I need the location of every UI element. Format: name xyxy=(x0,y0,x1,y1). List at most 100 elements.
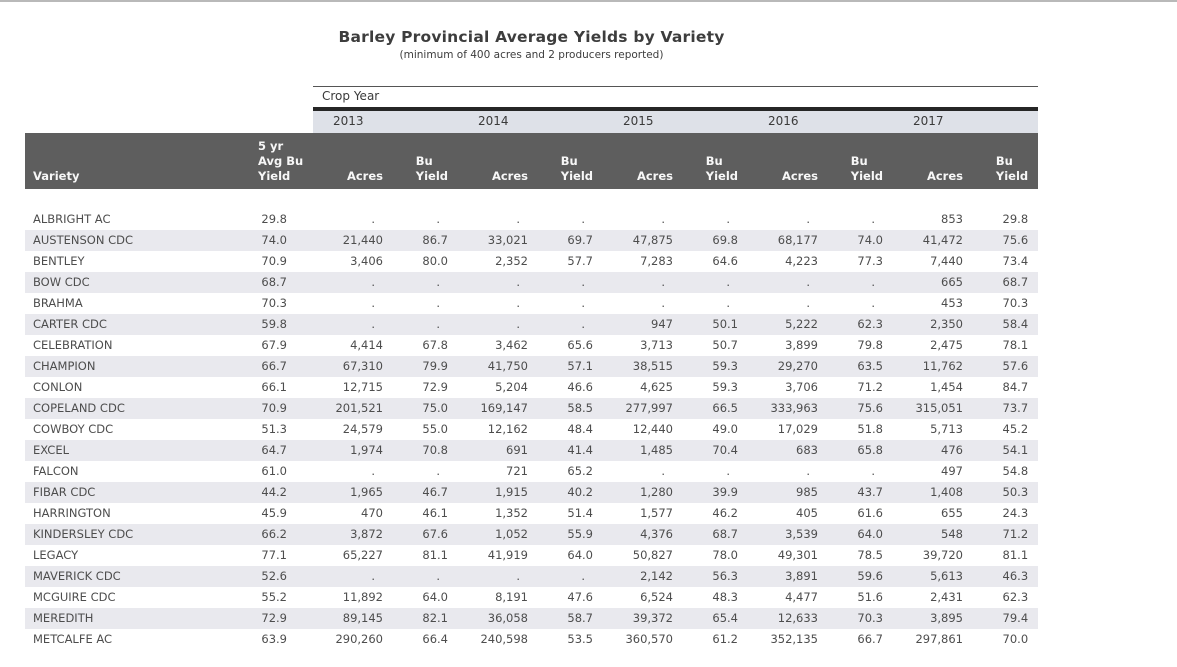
yield-cell: 82.1 xyxy=(422,611,448,625)
acres-cell: 655 xyxy=(941,506,963,520)
yield-cell: 59.3 xyxy=(712,359,738,373)
avg-yield-cell: 55.2 xyxy=(261,590,287,604)
avg-yield-cell: 61.0 xyxy=(261,464,287,478)
yield-cell: 67.6 xyxy=(422,527,448,541)
yield-cell: 77.3 xyxy=(857,254,883,268)
table-row: CARTER CDC 59.8.... 947 50.1 5,222 62.3 2,350 5… xyxy=(25,314,1039,335)
yield-cell: . xyxy=(726,464,730,478)
variety-cell: MEREDITH xyxy=(33,611,94,625)
yield-cell: 79.4 xyxy=(1002,611,1029,625)
yield-cell: 64.0 xyxy=(857,527,883,541)
title-block: Barley Provincial Average Yields by Vari… xyxy=(25,28,1038,62)
page-title: Barley Provincial Average Yields by Vari… xyxy=(338,28,725,46)
acres-cell: . xyxy=(516,296,520,310)
yield-cell: 70.8 xyxy=(422,443,448,457)
acres-cell: 12,715 xyxy=(342,380,383,394)
yield-cell: . xyxy=(581,317,585,331)
acres-cell: 12,162 xyxy=(487,422,528,436)
acres-cell: 548 xyxy=(941,527,963,541)
acres-cell: 33,021 xyxy=(487,233,528,247)
yield-cell: 50.7 xyxy=(712,338,738,352)
acres-cell: 683 xyxy=(796,443,818,457)
yield-cell: 64.0 xyxy=(422,590,448,604)
acres-cell: 1,485 xyxy=(640,443,673,457)
table-row: FIBAR CDC 44.2 1,965 46.7 1,915 40.2 1,280 39.9… xyxy=(25,482,1039,503)
yield-cell: . xyxy=(581,569,585,583)
yield-cell: 47.6 xyxy=(567,590,593,604)
yield-cell: 61.2 xyxy=(712,632,738,646)
yield-cell: 57.6 xyxy=(1002,359,1029,373)
table-row: KINDERSLEY CDC 66.2 3,872 67.6 1,052 55.9 4,37… xyxy=(25,524,1039,545)
variety-cell: BRAHMA xyxy=(33,296,83,310)
yield-cell: 59.6 xyxy=(857,569,883,583)
yield-cell: 53.5 xyxy=(567,632,593,646)
avg-yield-cell: 72.9 xyxy=(261,611,287,625)
avg-yield-cell: 70.9 xyxy=(261,401,287,415)
crop-year-spacer xyxy=(25,87,313,110)
acres-cell: 4,477 xyxy=(785,590,818,604)
yield-cell: 39.9 xyxy=(712,485,738,499)
yield-cell: . xyxy=(436,296,440,310)
variety-cell: BENTLEY xyxy=(33,254,85,268)
variety-cell: EXCEL xyxy=(33,443,70,457)
avg-yield-cell: 74.0 xyxy=(261,233,287,247)
avg-yield-cell: 63.9 xyxy=(261,632,287,646)
acres-cell: 3,706 xyxy=(785,380,818,394)
yield-cell: . xyxy=(436,275,440,289)
table-row: EXCEL 64.7 1,974 70.8 691 41.4 1,485 70.4 683 65.… xyxy=(25,440,1039,461)
yield-cell: 79.9 xyxy=(422,359,448,373)
acres-cell: . xyxy=(371,569,375,583)
header-yield-2017: Bu Yield xyxy=(983,133,1039,189)
acres-cell: 277,997 xyxy=(625,401,673,415)
acres-cell: 39,720 xyxy=(922,548,963,562)
acres-cell: 1,915 xyxy=(495,485,528,499)
yield-cell: . xyxy=(871,275,875,289)
acres-cell: 8,191 xyxy=(495,590,528,604)
acres-cell: . xyxy=(371,275,375,289)
yield-cell: 65.8 xyxy=(857,443,883,457)
yield-cell: 70.3 xyxy=(1002,296,1029,310)
table-row: MAVERICK CDC 52.6.... 2,142 56.3 3,891 59.6 5,… xyxy=(25,566,1039,587)
header-variety: Variety xyxy=(25,133,250,189)
yield-cell: 73.4 xyxy=(1002,254,1029,268)
yield-cell: 71.2 xyxy=(1002,527,1029,541)
acres-cell: . xyxy=(516,212,520,226)
acres-cell: 947 xyxy=(651,317,673,331)
acres-cell: 352,135 xyxy=(770,632,818,646)
yield-cell: 69.7 xyxy=(567,233,593,247)
table-row: MEREDITH 72.9 89,145 82.1 36,058 58.7 39,372 65… xyxy=(25,608,1039,629)
table-row: FALCON 61.0.. 721 65.2.... 497 54.8 xyxy=(25,461,1038,482)
yield-cell: 40.2 xyxy=(567,485,593,499)
acres-cell: 1,280 xyxy=(640,485,673,499)
yield-cell: 46.3 xyxy=(1002,569,1029,583)
yield-cell: 68.7 xyxy=(712,527,738,541)
yield-cell: . xyxy=(726,275,730,289)
acres-cell: 1,965 xyxy=(350,485,383,499)
table-row: BRAHMA 70.3........ 453 70.3 xyxy=(25,293,1038,314)
acres-cell: . xyxy=(516,317,520,331)
avg-yield-cell: 66.1 xyxy=(261,380,287,394)
yield-cell: 75.6 xyxy=(1002,233,1029,247)
acres-cell: 5,713 xyxy=(930,422,963,436)
variety-cell: FALCON xyxy=(33,464,79,478)
years-spacer xyxy=(25,109,313,133)
acres-cell: 6,524 xyxy=(640,590,673,604)
yield-cell: 73.7 xyxy=(1002,401,1029,415)
yield-cell: 81.1 xyxy=(422,548,448,562)
variety-cell: FIBAR CDC xyxy=(33,485,96,499)
acres-cell: 3,713 xyxy=(640,338,673,352)
acres-cell: 1,577 xyxy=(640,506,673,520)
acres-cell: 3,891 xyxy=(785,569,818,583)
table-row: AUSTENSON CDC 74.0 21,440 86.7 33,021 69.7 47,… xyxy=(25,230,1039,251)
acres-cell: 49,301 xyxy=(777,548,818,562)
avg-yield-cell: 77.1 xyxy=(261,548,287,562)
avg-yield-cell: 70.9 xyxy=(261,254,287,268)
table-row: COWBOY CDC 51.3 24,579 55.0 12,162 48.4 12,440… xyxy=(25,419,1038,440)
yield-cell: 29.8 xyxy=(1002,212,1029,226)
acres-cell: 4,414 xyxy=(350,338,383,352)
avg-yield-cell: 68.7 xyxy=(261,275,287,289)
acres-cell: . xyxy=(806,296,810,310)
acres-cell: . xyxy=(371,212,375,226)
acres-cell: 68,177 xyxy=(777,233,818,247)
yield-cell: 51.6 xyxy=(857,590,883,604)
